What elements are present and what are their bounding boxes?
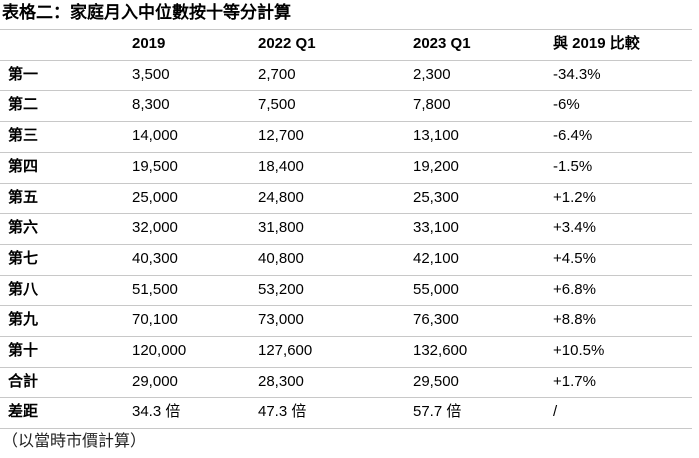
cell: 42,100 xyxy=(413,249,459,267)
cell: 3,500 xyxy=(132,65,170,83)
cell: 14,000 xyxy=(132,127,178,145)
cell: 73,000 xyxy=(258,311,304,329)
cell: 25,300 xyxy=(413,188,459,206)
cell: 53,200 xyxy=(258,280,304,298)
cell: 19,500 xyxy=(132,157,178,175)
rule xyxy=(0,90,692,92)
cell: +4.5% xyxy=(553,249,596,267)
cell: 55,000 xyxy=(413,280,459,298)
cell: 32,000 xyxy=(132,219,178,237)
cell: 57.7 倍 xyxy=(413,403,462,421)
rule xyxy=(0,29,692,30)
cell: 40,800 xyxy=(258,249,304,267)
cell: 120,000 xyxy=(132,342,187,359)
rule xyxy=(0,397,692,399)
row-label: 合計 xyxy=(8,372,39,390)
row-label: 第四 xyxy=(8,157,39,175)
cell: 127,600 xyxy=(258,342,313,359)
table-title: 表格二：家庭月入中位數按十等分計算 xyxy=(2,3,291,22)
cell: 76,300 xyxy=(413,311,459,329)
cell: +6.8% xyxy=(553,280,596,298)
cell: 12,700 xyxy=(258,127,304,145)
cell: 25,000 xyxy=(132,188,178,206)
header-cell: 2022 Q1 xyxy=(258,35,316,52)
row-label: 第五 xyxy=(8,188,39,206)
cell: 33,100 xyxy=(413,219,459,237)
cell: / xyxy=(553,403,558,421)
cell: 34.3 倍 xyxy=(132,403,181,421)
cell: 31,800 xyxy=(258,219,304,237)
cell: -6.4% xyxy=(553,127,593,145)
header-cell: 2023 Q1 xyxy=(413,35,471,52)
cell: 28,300 xyxy=(258,372,304,390)
rule xyxy=(0,151,692,153)
cell: 29,500 xyxy=(413,372,459,390)
cell: 19,200 xyxy=(413,157,459,175)
rule xyxy=(0,243,692,245)
cell: 7,800 xyxy=(413,96,451,114)
cell: +1.2% xyxy=(553,188,596,206)
cell: 40,300 xyxy=(132,249,178,267)
cell: 24,800 xyxy=(258,188,304,206)
cell: -1.5% xyxy=(553,157,593,175)
row-label: 第十 xyxy=(8,342,39,359)
cell: 13,100 xyxy=(413,127,459,145)
rule xyxy=(0,121,692,123)
cell: 51,500 xyxy=(132,280,178,298)
cell: 2,700 xyxy=(258,65,296,83)
cell: 29,000 xyxy=(132,372,178,390)
cell: -34.3% xyxy=(553,65,601,83)
cell: 70,100 xyxy=(132,311,178,329)
rule xyxy=(0,428,692,430)
cell: 2,300 xyxy=(413,65,451,83)
rule xyxy=(0,274,692,276)
cell: +3.4% xyxy=(553,219,596,237)
cell: 7,500 xyxy=(258,96,296,114)
row-label: 第六 xyxy=(8,219,39,237)
row-label: 第九 xyxy=(8,311,39,329)
rule xyxy=(0,336,692,337)
rule xyxy=(0,182,692,184)
note: （以當時市價計算） xyxy=(2,433,147,450)
cell: 47.3 倍 xyxy=(258,403,307,421)
header-cell: 2019 xyxy=(132,35,166,52)
row-label: 第二 xyxy=(8,96,39,114)
cell: 132,600 xyxy=(413,342,468,359)
row-label: 第一 xyxy=(8,65,39,83)
rule xyxy=(0,213,692,215)
cell: +1.7% xyxy=(553,372,596,390)
cell: 8,300 xyxy=(132,96,170,114)
rule xyxy=(0,59,692,61)
cell: 18,400 xyxy=(258,157,304,175)
cell: +8.8% xyxy=(553,311,596,329)
cell: -6% xyxy=(553,96,580,114)
header-cell: 與 2019 比較 xyxy=(553,35,640,52)
cell: +10.5% xyxy=(553,342,605,359)
rule xyxy=(0,305,692,307)
rule xyxy=(0,366,692,368)
row-label: 第七 xyxy=(8,249,39,267)
row-label: 差距 xyxy=(8,403,39,421)
row-label: 第三 xyxy=(8,127,39,145)
row-label: 第八 xyxy=(8,280,39,298)
